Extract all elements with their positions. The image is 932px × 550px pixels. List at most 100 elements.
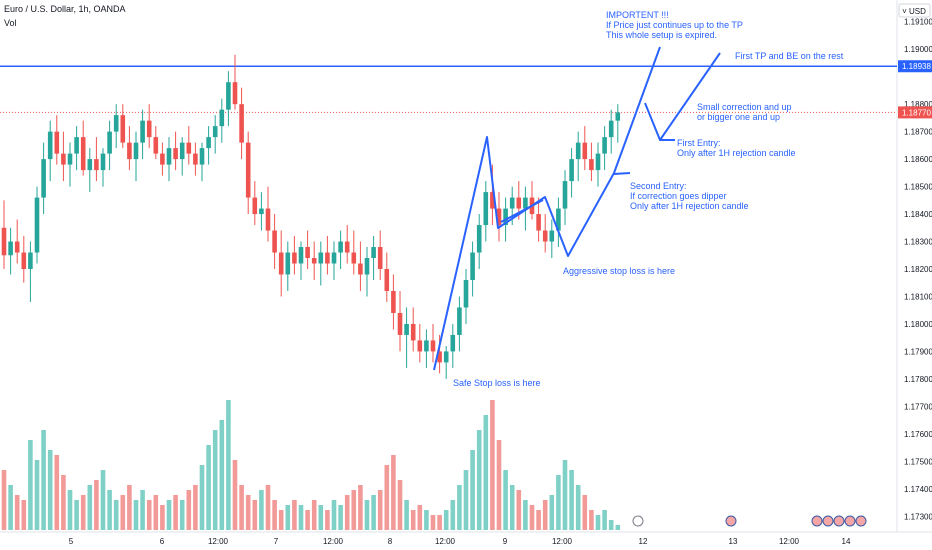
volume-bar [325, 510, 330, 530]
volume-bar [602, 510, 607, 530]
volume-bar [430, 515, 436, 530]
candle-body [285, 252, 291, 275]
candle-body [28, 252, 33, 269]
volume-bar [536, 510, 541, 530]
volume-bar [509, 485, 515, 530]
safe-stop-note[interactable]: Safe Stop loss is here [453, 378, 541, 388]
candle-body [490, 192, 495, 209]
volume-bar [292, 500, 297, 530]
volume-bar [338, 505, 343, 530]
volume-bar [34, 460, 40, 530]
candle-body [602, 137, 607, 154]
volume-bar [153, 495, 159, 530]
currency-button-label: ˅ USD [902, 7, 926, 16]
candle-body [549, 230, 555, 242]
volume-bar [463, 470, 469, 530]
volume-bar [410, 510, 416, 530]
volume-bar [8, 485, 13, 530]
x-tick-label: 12:00 [208, 537, 229, 546]
event-icon [632, 515, 644, 527]
volume-bar [272, 500, 277, 530]
candle-body [503, 208, 508, 226]
candle-body [87, 159, 93, 171]
candle-body [127, 142, 132, 160]
volume-bar [239, 485, 244, 530]
volume-bar [219, 420, 225, 530]
candle-body [457, 307, 462, 335]
y-tick-label: 1.19100 [904, 18, 932, 27]
volume-bar [21, 500, 27, 530]
y-tick-label: 1.18200 [904, 265, 932, 274]
small-correction-note[interactable]: Small correction and up or bigger one an… [697, 102, 792, 122]
candle-body [338, 241, 343, 253]
volume-bar [41, 430, 46, 530]
volume-bar [166, 500, 172, 530]
candle-body [391, 290, 396, 313]
price-axis [897, 0, 932, 532]
volume-bar [14, 495, 20, 530]
candle-body [206, 137, 211, 149]
x-tick-label: 6 [160, 537, 165, 546]
candle-body [166, 148, 172, 165]
first-entry-note[interactable]: First Entry: Only after 1H rejection can… [677, 138, 796, 158]
volume-bar [173, 495, 178, 530]
volume-bar [384, 465, 390, 530]
volume-bar [351, 490, 357, 530]
volume-bar [113, 500, 119, 530]
volume-bar [54, 455, 60, 530]
y-tick-label: 1.17800 [904, 375, 932, 384]
projection-path [433, 46, 661, 371]
candle-body [173, 148, 178, 160]
volume-bar [490, 400, 495, 530]
volume-bar [245, 495, 251, 530]
flag-icon [833, 515, 845, 527]
volume-bar [503, 470, 508, 530]
currency-button[interactable]: ˅ USD [898, 3, 931, 18]
candle-body [61, 153, 66, 165]
y-tick-label: 1.18400 [904, 210, 932, 219]
candle-body [556, 208, 561, 231]
candle-body [113, 115, 119, 132]
chart-title: Euro / U.S. Dollar, 1h, OANDA [4, 4, 126, 14]
volume-bar [186, 490, 192, 530]
candle-body [305, 247, 310, 259]
aggressive-stop-note[interactable]: Aggressive stop loss is here [563, 266, 676, 276]
first-tp-note[interactable]: First TP and BE on the rest [735, 51, 844, 61]
volume-bar [259, 490, 264, 530]
candle-body [437, 351, 442, 363]
candle-body [1, 227, 7, 256]
second-entry-note[interactable]: Second Entry: If correction goes dipper … [630, 181, 749, 211]
volume-bar [193, 485, 198, 530]
candle-body [562, 181, 568, 209]
candle-body [292, 252, 297, 264]
candle-body [107, 131, 112, 154]
volume-bar [212, 430, 218, 530]
flag-icon [822, 515, 834, 527]
y-tick-label: 1.17700 [904, 402, 932, 411]
volume-bar [232, 460, 238, 530]
candle-body [377, 247, 383, 269]
candle-body [153, 137, 159, 154]
candle-body [417, 340, 423, 352]
y-tick-label: 1.17400 [904, 485, 932, 494]
volume-bar [549, 495, 555, 530]
candle-body [318, 252, 324, 264]
volume-bar [417, 505, 423, 530]
candle-body [509, 197, 515, 209]
candle-body [575, 142, 581, 160]
important-note[interactable]: IMPORTENT !!! If Price just continues up… [606, 10, 743, 40]
volume-bar [575, 485, 581, 530]
y-tick-label: 1.18600 [904, 155, 932, 164]
candle-body [100, 153, 106, 171]
volume-bar [67, 490, 73, 530]
volume-bar [457, 485, 462, 530]
candle-body [80, 137, 86, 171]
volume-bar [562, 460, 568, 530]
volume-bar [496, 440, 502, 530]
candle-body [331, 252, 337, 264]
volume-bar [311, 500, 317, 530]
candle-body [21, 252, 27, 269]
candle-body [476, 225, 482, 253]
volume-bar [608, 520, 614, 530]
